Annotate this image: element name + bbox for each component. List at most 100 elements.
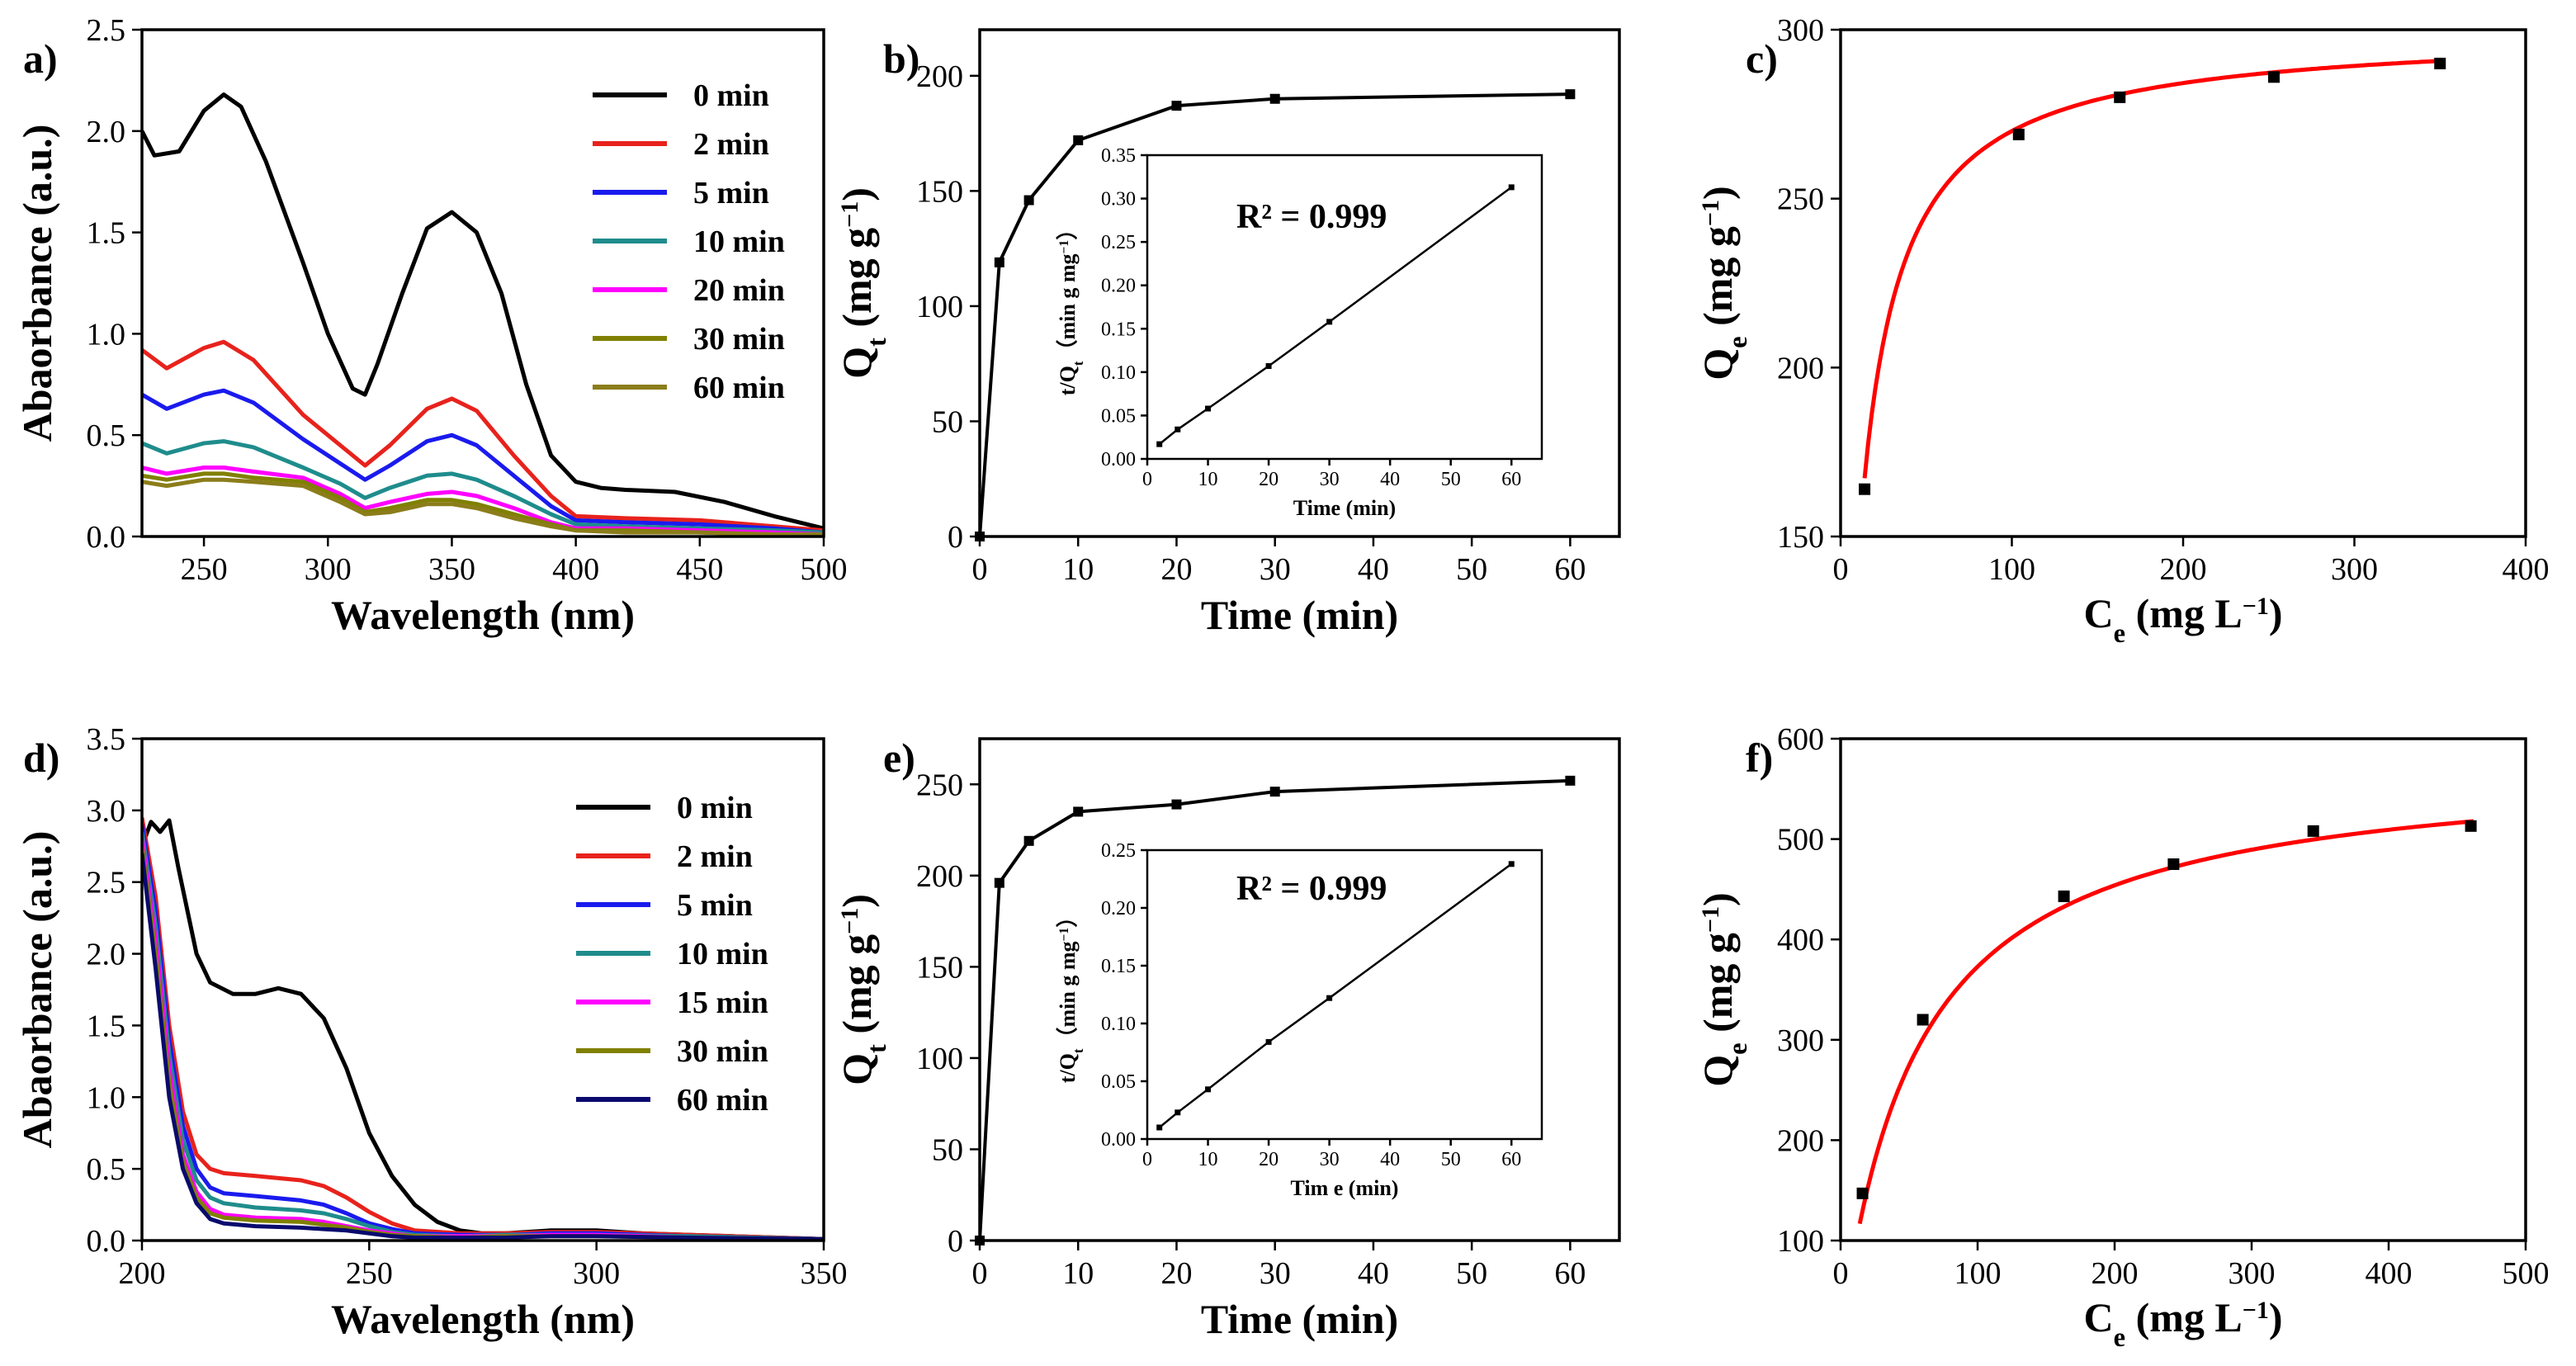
plot-frame [978, 28, 1621, 538]
x-axis-tick-label: 0 [1833, 552, 1849, 587]
inset-y-axis-tick-label: 0.00 [1101, 1129, 1136, 1151]
x-axis-tick-label: 0 [1833, 1256, 1849, 1291]
inset-y-axis-tick-label: 0.25 [1101, 840, 1136, 862]
data-point [2012, 128, 2025, 140]
inset-x-axis-tick-label: 40 [1380, 1149, 1400, 1170]
data-point [2307, 825, 2319, 837]
inset: 0 10 20 30 40 50 60 0.00 0.05 0.10 0.15 0.20 0.25 Tim… [1056, 840, 1543, 1200]
inset-x-axis-tick-label: 10 [1198, 1149, 1218, 1170]
x-axis-tick-label: 400 [2366, 1256, 2413, 1291]
data-point [2058, 890, 2070, 902]
x-axis-tick-label: 40 [1358, 552, 1389, 587]
y-axis-tick-label: 1.0 [87, 317, 126, 352]
data-point [1269, 787, 1280, 797]
y-axis-tick-label: 0 [948, 520, 963, 555]
inset-y-axis-label: t/Qt（min g mg−1） [1056, 219, 1086, 395]
inset-data-point [1508, 861, 1515, 867]
data-point [2434, 57, 2446, 69]
y-axis-tick-label: 200 [916, 859, 963, 894]
panel-a: a) 250 300 350 400 450 500 0.0 0.5 1.0 1.5 2.0 2.5 Wa… [14, 13, 848, 638]
legend-label: 5 min [693, 176, 769, 210]
x-axis-label: Time (min) [1201, 1296, 1398, 1342]
data-point [994, 257, 1004, 267]
x-axis-tick-label: 30 [1260, 552, 1291, 587]
inset-x-axis-tick-label: 20 [1259, 469, 1279, 490]
inset-y-axis-tick-label: 0.30 [1101, 189, 1136, 210]
x-axis-tick-label: 10 [1062, 1256, 1094, 1291]
panel-label: a) [23, 35, 58, 82]
x-axis-tick-label: 500 [801, 552, 848, 587]
x-axis-tick-label: 200 [119, 1256, 166, 1291]
y-axis-tick-label: 3.5 [87, 722, 126, 757]
plot-frame [140, 28, 825, 538]
r-squared-annotation: R² = 0.999 [1236, 870, 1387, 908]
data-point [994, 877, 1004, 888]
legend-label: 5 min [677, 888, 753, 923]
inset-x-axis-tick-label: 30 [1320, 1149, 1340, 1170]
legend-label: 10 min [677, 937, 768, 971]
y-axis-tick-label: 0.0 [87, 520, 126, 555]
x-axis-tick-label: 300 [305, 552, 352, 587]
data-point [1859, 483, 1871, 495]
data-point [1269, 93, 1280, 104]
x-axis-label: Wavelength (nm) [331, 592, 635, 638]
y-axis-tick-label: 0.0 [87, 1224, 126, 1259]
x-axis-tick-label: 250 [181, 552, 228, 587]
plot-frame [978, 737, 1621, 1242]
data-point [1565, 89, 1576, 100]
panel-label: e) [883, 735, 915, 781]
x-axis-tick-label: 200 [2092, 1256, 2139, 1291]
legend-label: 30 min [677, 1034, 768, 1069]
plot-frame [140, 737, 825, 1242]
panel-f: f) 0 100 200 300 400 500 100 200 300 400 500 600 Ce (… [1694, 722, 2550, 1353]
y-axis-tick-label: 600 [1777, 722, 1824, 757]
legend-label: 0 min [693, 78, 769, 113]
inset-data-point [1175, 1109, 1181, 1116]
y-axis-tick-label: 0 [948, 1224, 963, 1259]
y-axis-label: Abaorbance (a.u.) [14, 831, 60, 1149]
data-point [1856, 1187, 1869, 1199]
y-axis-tick-label: 150 [1777, 520, 1824, 555]
inset-x-axis-label: Tim e (min) [1291, 1176, 1399, 1200]
plot-frame [1839, 737, 2527, 1242]
data-point [2167, 858, 2180, 870]
y-axis-tick-label: 500 [1777, 823, 1824, 858]
y-axis-label: Abaorbance (a.u.) [14, 125, 60, 442]
y-axis-tick-label: 400 [1777, 923, 1824, 957]
data-point [2114, 91, 2126, 103]
y-axis-tick-label: 100 [916, 290, 963, 324]
x-axis-tick-label: 100 [1988, 552, 2035, 587]
x-axis-tick-label: 300 [573, 1256, 620, 1291]
plot-frame [1839, 28, 2527, 538]
x-axis-tick-label: 350 [801, 1256, 848, 1291]
r-squared-annotation: R² = 0.999 [1236, 198, 1387, 236]
inset-data-point [1175, 426, 1181, 432]
y-axis-tick-label: 50 [932, 404, 963, 439]
legend-label: 15 min [677, 986, 768, 1020]
y-axis-tick-label: 300 [1777, 13, 1824, 48]
inset-x-axis-tick-label: 30 [1320, 469, 1340, 490]
inset-data-point [1508, 184, 1515, 191]
inset-x-axis-tick-label: 20 [1259, 1149, 1279, 1170]
fit-curve [1862, 59, 2444, 479]
y-axis-tick-label: 150 [916, 174, 963, 209]
inset: 0 10 20 30 40 50 60 0.00 0.05 0.10 0.15 0.20 0.25 0.3… [1056, 145, 1543, 520]
x-axis-tick-label: 30 [1260, 1256, 1291, 1291]
x-axis-tick-label: 250 [346, 1256, 393, 1291]
inset-x-axis-label: Time (min) [1293, 496, 1396, 520]
y-axis-tick-label: 2.0 [87, 938, 126, 972]
y-axis-tick-label: 250 [916, 768, 963, 802]
inset-y-axis-tick-label: 0.15 [1101, 319, 1136, 340]
x-axis-tick-label: 400 [552, 552, 599, 587]
legend-label: 20 min [693, 273, 785, 308]
inset-data-point [1205, 405, 1212, 412]
x-axis-tick-label: 50 [1456, 552, 1487, 587]
plot-area [1862, 59, 2444, 479]
y-axis-tick-label: 100 [1777, 1224, 1824, 1259]
inset-frame [1146, 154, 1543, 461]
inset-data-point [1156, 441, 1163, 447]
inset-x-axis-tick-label: 60 [1501, 1149, 1521, 1170]
inset-frame [1146, 848, 1543, 1141]
